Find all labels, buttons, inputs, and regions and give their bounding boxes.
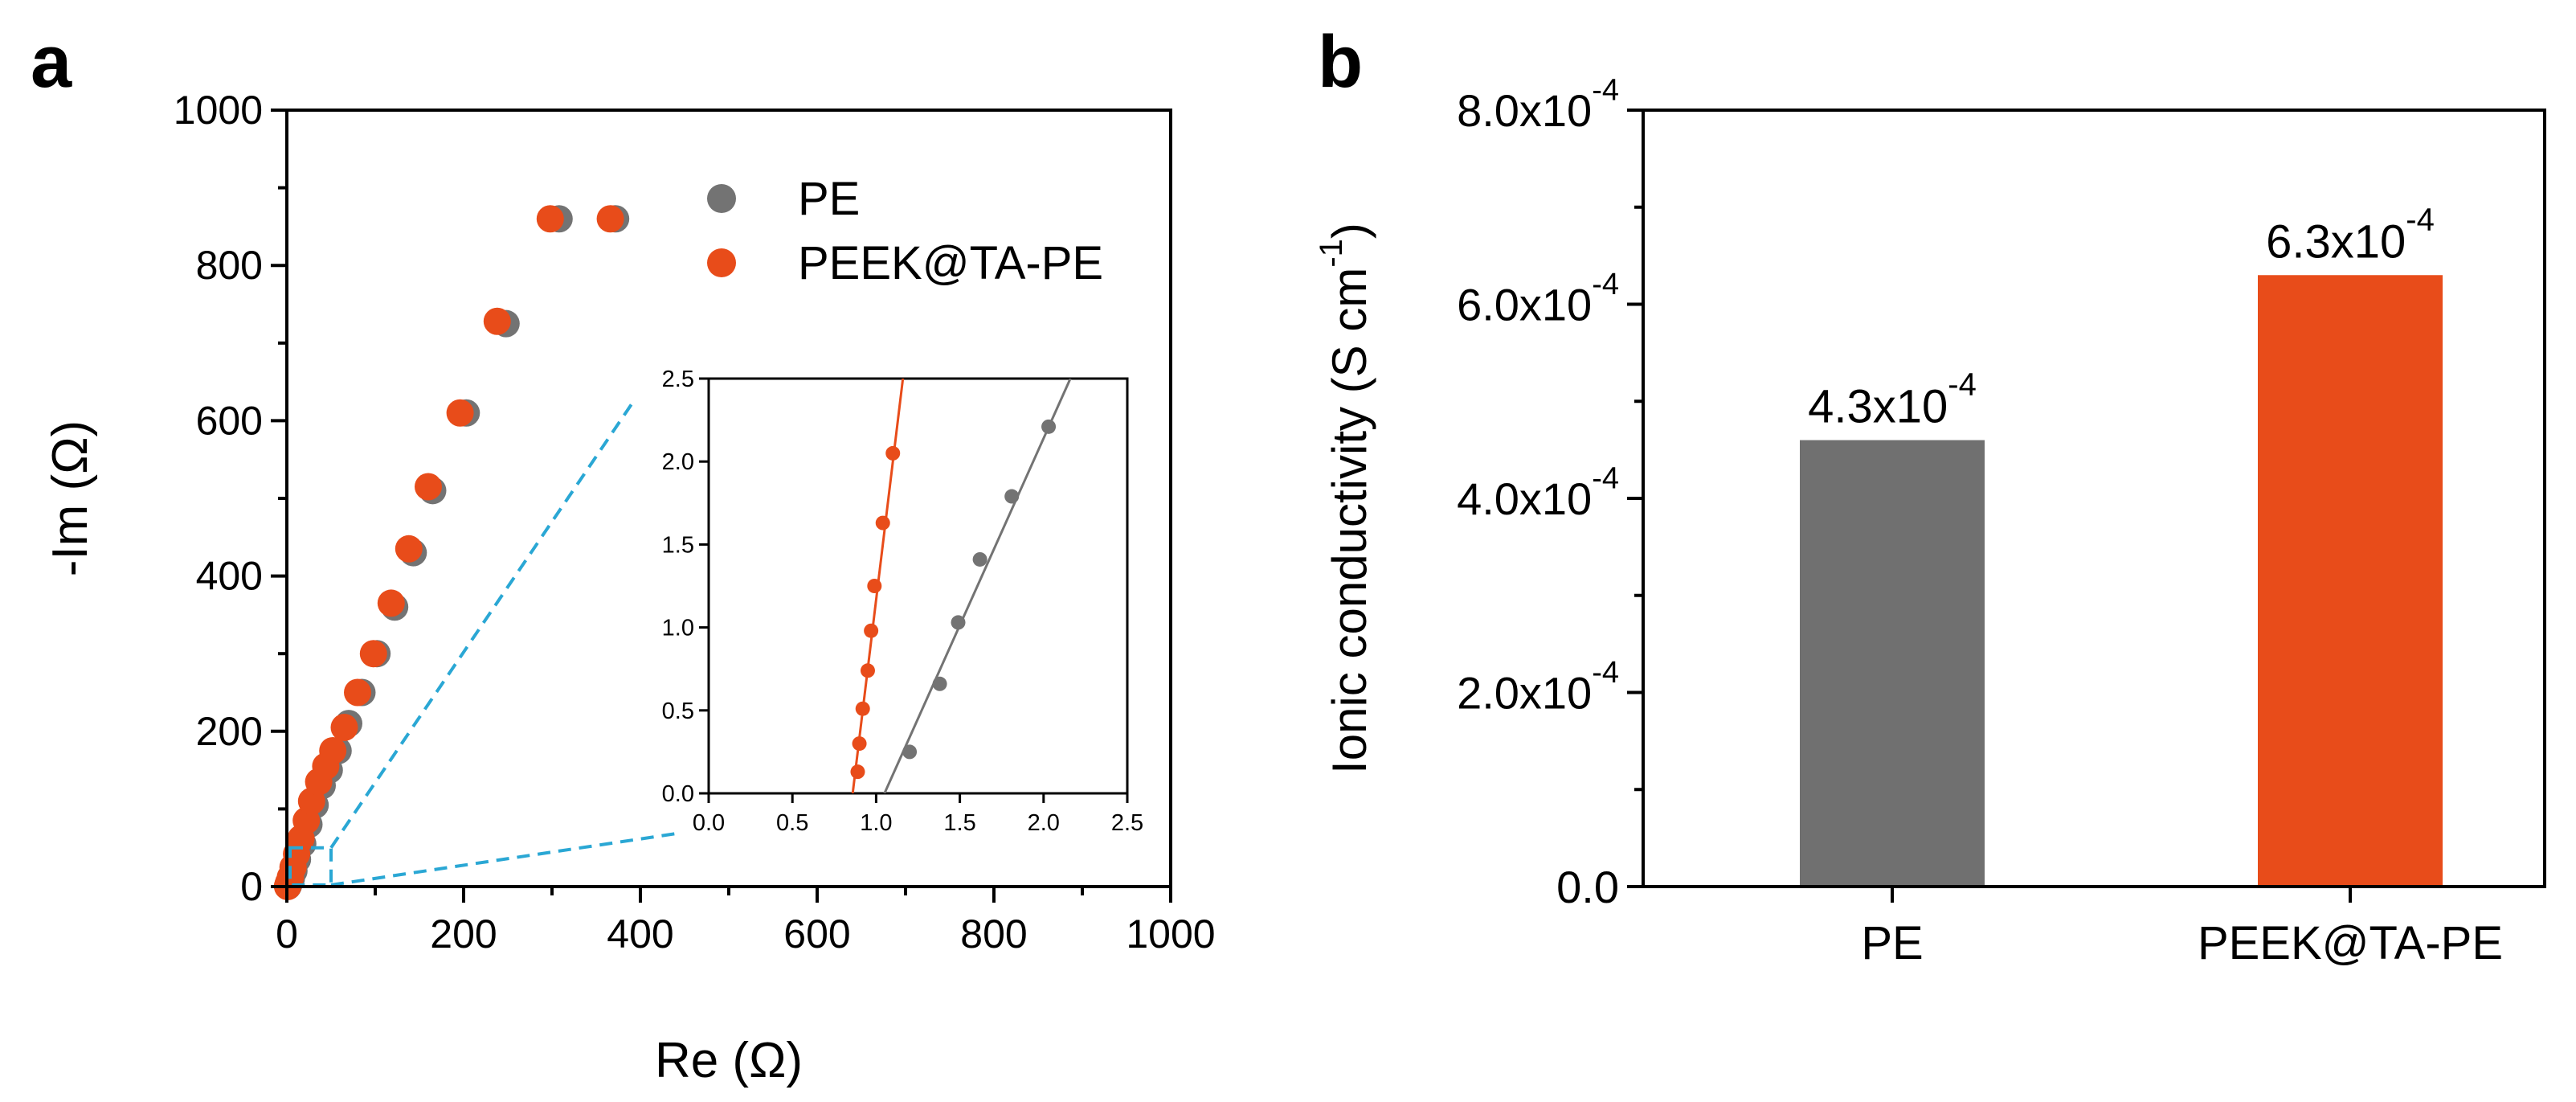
y-tick-label-a-4: 800 [196, 243, 263, 288]
legend-label-peek: PEEK@TA-PE [798, 237, 1103, 289]
x-tick-label-pe: PE [1861, 917, 1923, 969]
inset-y-tick-label-4: 2.0 [662, 449, 694, 475]
panel-a: a 0 200 400 600 800 1000 0 200 400 600 800 1000 Re (… [31, 21, 1216, 1088]
data-label-peek-exp: -4 [2406, 202, 2435, 237]
zoom-connector-bottom [330, 832, 677, 887]
y-axis-label-b-exp: -1 [1314, 239, 1349, 268]
y-tick-label-b-3-exp: -4 [1592, 268, 1619, 301]
x-tick-label-a-3: 600 [783, 912, 850, 957]
inset-plot: 0.0 0.5 1.0 1.5 2.0 2.5 0.0 0.5 1.0 1.5 2.0 2.5 [662, 367, 1143, 836]
data-label-peek: 6.3x10-4 [2266, 202, 2435, 268]
inset-y-tick-label-0: 0.0 [662, 781, 694, 807]
data-label-pe-base: 4.3x10 [1808, 381, 1948, 433]
inset-point-pe-2 [951, 615, 966, 630]
y-tick-label-b-1: 2.0x10-4 [1457, 656, 1619, 718]
inset-y-tick-label-3: 1.5 [662, 532, 694, 558]
data-label-pe: 4.3x10-4 [1808, 367, 1977, 433]
inset-x-tick-label-0: 0.0 [693, 810, 725, 836]
bar-peek [2258, 275, 2443, 887]
inset-data [850, 379, 1072, 793]
y-tick-label-b-2-exp: -4 [1592, 462, 1619, 496]
data-point-peek-25 [536, 205, 564, 233]
inset-point-peek-5 [867, 579, 882, 593]
x-tick-label-a-1: 200 [430, 912, 497, 957]
panel-b-label: b [1318, 21, 1363, 103]
data-label-peek-base: 6.3x10 [2266, 215, 2406, 268]
inset-y-tick-label-2: 1.0 [662, 616, 694, 641]
panel-b: b 4.3x10-4PE6.3x10-4PEEK@TA-PE0.02.0x10-… [1314, 21, 2546, 969]
inset-y-tick-label-1: 0.5 [662, 698, 694, 724]
x-axis-label-a: Re (Ω) [655, 1033, 803, 1088]
x-tick-label-a-2: 400 [607, 912, 673, 957]
y-tick-label-b-1-exp: -4 [1592, 656, 1619, 690]
inset-y-tick-label-5: 2.5 [662, 367, 694, 392]
inset-point-peek-1 [852, 736, 867, 752]
inset-point-pe-0 [902, 744, 918, 760]
data-point-peek-19 [359, 640, 387, 668]
bar-pe [1800, 440, 1985, 887]
y-tick-label-b-2-base: 4.0x10 [1457, 473, 1592, 524]
y-tick-label-b-4-base: 8.0x10 [1457, 85, 1592, 136]
data-point-peek-17 [330, 713, 358, 741]
inset-fit-line-pe [883, 379, 1072, 793]
y-tick-label-b-4: 8.0x10-4 [1457, 74, 1619, 136]
inset-point-peek-7 [885, 445, 901, 461]
zoom-box [288, 846, 333, 887]
data-point-peek-26 [596, 205, 624, 233]
inset-point-peek-3 [860, 663, 875, 678]
inset-point-pe-3 [972, 551, 987, 567]
inset-point-pe-4 [1004, 489, 1020, 504]
zoom-connector-top [329, 398, 636, 849]
data-point-peek-16 [319, 736, 347, 764]
data-point-peek-20 [377, 589, 405, 617]
y-axis-label-b: Ionic conductivity (S cm-1) [1314, 223, 1376, 774]
data-point-peek-24 [483, 307, 511, 335]
inset-x-tick-label-1: 0.5 [776, 810, 808, 836]
inset-point-peek-0 [850, 764, 865, 780]
y-axis-label-b-close: ) [1323, 223, 1376, 239]
inset-x-tick-label-2: 1.0 [860, 810, 892, 836]
data-point-peek-23 [446, 399, 474, 427]
inset-point-pe-5 [1041, 419, 1057, 434]
y-tick-label-b-2: 4.0x10-4 [1457, 462, 1619, 524]
inset-point-peek-2 [855, 701, 870, 716]
inset-x-tick-label-5: 2.5 [1111, 810, 1143, 836]
y-tick-label-b-3: 6.0x10-4 [1457, 268, 1619, 330]
data-label-pe-exp: -4 [1948, 367, 1977, 403]
x-tick-label-a-4: 800 [960, 912, 1027, 957]
inset-point-pe-1 [932, 676, 947, 691]
y-tick-label-a-2: 400 [196, 554, 263, 599]
y-tick-label-b-0: 0.0 [1556, 862, 1619, 912]
legend-label-pe: PE [798, 173, 860, 225]
panel-a-label: a [31, 21, 72, 103]
legend-marker-peek [707, 248, 736, 277]
y-axis-label-b-main: Ionic conductivity (S cm [1323, 268, 1376, 774]
y-tick-label-a-3: 600 [196, 398, 263, 443]
inset-point-peek-6 [875, 515, 890, 531]
x-tick-label-a-5: 1000 [1126, 912, 1215, 957]
y-tick-label-a-0: 0 [240, 864, 263, 909]
inset-x-tick-label-4: 2.0 [1028, 810, 1060, 836]
inset-point-peek-4 [864, 623, 879, 638]
data-point-peek-21 [395, 535, 423, 563]
y-tick-label-b-4-exp: -4 [1592, 74, 1619, 108]
x-tick-label-peek: PEEK@TA-PE [2198, 917, 2503, 969]
y-axis-label-a: -Im (Ω) [43, 420, 98, 576]
data-point-peek-22 [415, 473, 442, 501]
legend-marker-pe [707, 184, 736, 213]
y-tick-label-b-1-base: 2.0x10 [1457, 668, 1592, 719]
y-tick-label-b-3-base: 6.0x10 [1457, 280, 1592, 330]
y-tick-label-a-5: 1000 [174, 88, 263, 133]
inset-x-tick-label-3: 1.5 [943, 810, 975, 836]
y-tick-label-a-1: 200 [196, 709, 263, 754]
y-tick-label-b-0-base: 0.0 [1556, 862, 1619, 912]
data-point-peek-18 [344, 678, 371, 707]
inset-frame [707, 377, 1129, 795]
x-tick-label-a-0: 0 [276, 912, 298, 957]
